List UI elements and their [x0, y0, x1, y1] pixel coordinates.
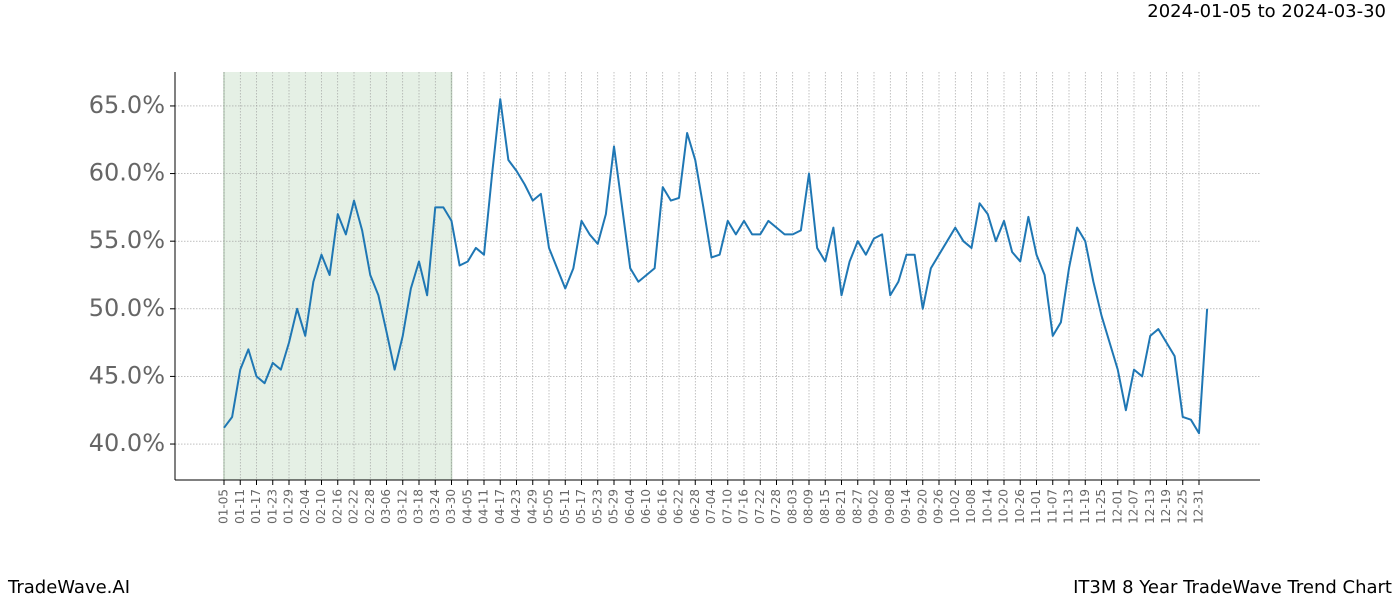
x-tick-label: 08-03 [785, 489, 799, 524]
y-tick-label: 55.0% [89, 226, 165, 254]
x-tick-label: 11-13 [1062, 489, 1076, 524]
x-tick-label: 04-17 [493, 489, 507, 524]
x-tick-label: 06-28 [688, 489, 702, 524]
x-tick-label: 10-20 [997, 489, 1011, 524]
x-tick-label: 11-19 [1078, 489, 1092, 524]
x-tick-label: 05-23 [590, 489, 604, 524]
x-tick-label: 10-14 [980, 489, 994, 524]
x-tick-label: 12-25 [1175, 489, 1189, 524]
x-tick-label: 08-09 [802, 489, 816, 524]
trend-line [223, 98, 1209, 435]
x-tick-label: 12-01 [1110, 489, 1124, 524]
x-tick-label: 11-07 [1045, 489, 1059, 524]
x-tick-label: 09-02 [867, 489, 881, 524]
x-tick-label: 06-04 [623, 489, 637, 524]
x-tick-label: 10-02 [948, 489, 962, 524]
x-tick-label: 08-27 [850, 489, 864, 524]
x-tick-label: 09-26 [932, 489, 946, 524]
x-tick-label: 07-10 [720, 489, 734, 524]
x-tick-label: 12-13 [1143, 489, 1157, 524]
x-tick-label: 04-05 [460, 489, 474, 524]
brand: TradeWave.AI [7, 577, 130, 598]
x-tick-label: 07-28 [769, 489, 783, 524]
x-tick-label: 05-05 [542, 489, 556, 524]
y-tick-label: 65.0% [89, 91, 165, 119]
x-tick-label: 02-10 [314, 489, 328, 524]
x-tick-label: 06-16 [655, 489, 669, 524]
x-tick-label: 03-12 [395, 489, 409, 524]
x-tick-label: 06-22 [672, 489, 686, 524]
x-tick-label: 10-26 [1013, 489, 1027, 524]
x-tick-label: 04-29 [525, 489, 539, 524]
x-tick-label: 12-07 [1127, 489, 1141, 524]
x-tick-label: 02-22 [347, 489, 361, 524]
x-tick-label: 03-06 [379, 489, 393, 524]
date-range: 2024-01-05 to 2024-03-30 [1147, 1, 1386, 22]
x-tick-label: 06-10 [639, 489, 653, 524]
x-tick-label: 05-11 [558, 489, 572, 524]
x-tick-label: 03-24 [428, 489, 442, 524]
x-tick-label: 08-15 [818, 489, 832, 524]
x-tick-label: 05-29 [607, 489, 621, 524]
x-tick-label: 03-18 [412, 489, 426, 524]
x-tick-label: 07-22 [753, 489, 767, 524]
x-tick-label: 11-01 [1029, 489, 1043, 524]
x-tick-label: 07-16 [737, 489, 751, 524]
x-tick-label: 05-17 [574, 489, 588, 524]
y-tick-label: 60.0% [89, 159, 165, 187]
x-tick-label: 01-17 [249, 489, 263, 524]
y-tick-label: 45.0% [89, 361, 165, 389]
x-tick-label: 03-30 [444, 489, 458, 524]
chart-title: IT3M 8 Year TradeWave Trend Chart [1073, 577, 1392, 598]
y-tick-label: 40.0% [89, 429, 165, 457]
x-tick-label: 04-11 [477, 489, 491, 524]
x-tick-label: 01-05 [217, 489, 231, 524]
x-tick-label: 09-20 [915, 489, 929, 524]
y-tick-label: 50.0% [89, 294, 165, 322]
x-tick-label: 02-16 [330, 489, 344, 524]
x-tick-label: 12-19 [1159, 489, 1173, 524]
x-tick-label: 01-23 [265, 489, 279, 524]
x-tick-label: 04-23 [509, 489, 523, 524]
x-tick-label: 09-14 [899, 489, 913, 524]
x-tick-label: 09-08 [883, 489, 897, 524]
x-tick-label: 12-31 [1192, 489, 1206, 524]
x-tick-label: 01-29 [282, 489, 296, 524]
x-tick-label: 01-11 [233, 489, 247, 524]
x-tick-label: 10-08 [964, 489, 978, 524]
x-tick-label: 11-25 [1094, 489, 1108, 524]
x-tick-label: 07-04 [704, 489, 718, 524]
x-tick-label: 08-21 [834, 489, 848, 524]
x-tick-label: 02-28 [363, 489, 377, 524]
x-tick-label: 02-04 [298, 489, 312, 524]
